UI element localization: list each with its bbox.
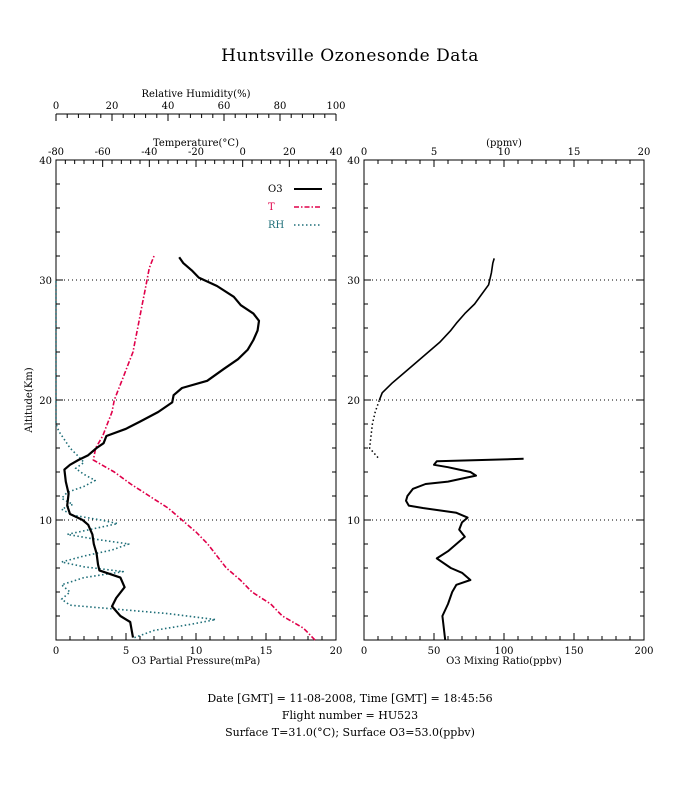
right-top-tick-label: 0	[361, 147, 367, 158]
left-temp-tick-label: 20	[283, 147, 296, 158]
left-temp-tick-label: -80	[48, 147, 64, 158]
mixing-ratio-series-line-upper	[378, 258, 495, 401]
left-y-tick-label: 20	[39, 396, 52, 407]
t-series-line	[92, 255, 316, 641]
left-bottom-tick-label: 20	[330, 646, 343, 657]
legend-label-o3: O3	[268, 184, 283, 195]
right-top-tick-label: 5	[431, 147, 437, 158]
left-rh-tick-label: 100	[326, 101, 345, 112]
right-y-tick-label: 10	[347, 516, 360, 527]
left-y-tick-label: 40	[39, 156, 52, 167]
right-top-tick-label: 10	[498, 147, 511, 158]
humidity-axis-label: Relative Humidity(%)	[142, 89, 251, 100]
o3-series-line	[63, 256, 261, 638]
left-rh-tick-label: 60	[218, 101, 231, 112]
left-rh-tick-label: 80	[274, 101, 287, 112]
left-y-tick-label: 30	[39, 276, 52, 287]
mixing-ratio-series-line	[405, 457, 524, 641]
left-rh-tick-label: 40	[162, 101, 175, 112]
footer-flight-number: Flight number = HU523	[281, 709, 419, 722]
right-bottom-tick-label: 50	[428, 646, 441, 657]
left-rh-tick-label: 20	[106, 101, 119, 112]
right-y-tick-label: 20	[347, 396, 360, 407]
left-bottom-tick-label: 5	[123, 646, 129, 657]
right-bottom-tick-label: 150	[564, 646, 583, 657]
right-bottom-tick-label: 0	[361, 646, 367, 657]
footer-date-time: Date [GMT] = 11-08-2008, Time [GMT] = 18…	[207, 692, 493, 705]
left-temp-tick-label: 0	[239, 147, 245, 158]
mixing-ratio-series-line-dotted	[368, 399, 381, 459]
right-top-tick-label: 15	[568, 147, 581, 158]
legend-label-t: T	[268, 202, 275, 213]
right-bottom-tick-label: 100	[494, 646, 513, 657]
left-x-axis-label: O3 Partial Pressure(mPa)	[132, 656, 261, 667]
footer-surface-values: Surface T=31.0(°C); Surface O3=53.0(ppbv…	[225, 726, 475, 739]
right-y-tick-label: 30	[347, 276, 360, 287]
temperature-axis-label: Temperature(°C)	[153, 138, 239, 149]
left-temp-tick-label: -20	[188, 147, 204, 158]
left-bottom-tick-label: 0	[53, 646, 59, 657]
left-rh-tick-label: 0	[53, 101, 59, 112]
right-x-axis-label: O3 Mixing Ratio(ppbv)	[446, 656, 562, 667]
legend-label-rh: RH	[268, 220, 285, 231]
y-axis-label: Altitude(Km)	[24, 367, 35, 433]
left-bottom-tick-label: 15	[260, 646, 273, 657]
right-bottom-tick-label: 200	[634, 646, 653, 657]
right-y-tick-label: 40	[347, 156, 360, 167]
figure-title: Huntsville Ozonesonde Data	[221, 46, 479, 66]
left-y-tick-label: 10	[39, 516, 52, 527]
ppmv-axis-label: (ppmv)	[486, 138, 522, 149]
left-temp-tick-label: 40	[330, 147, 343, 158]
left-bottom-tick-label: 10	[190, 646, 203, 657]
right-top-tick-label: 20	[638, 147, 651, 158]
left-temp-tick-label: -60	[95, 147, 111, 158]
left-temp-tick-label: -40	[141, 147, 157, 158]
